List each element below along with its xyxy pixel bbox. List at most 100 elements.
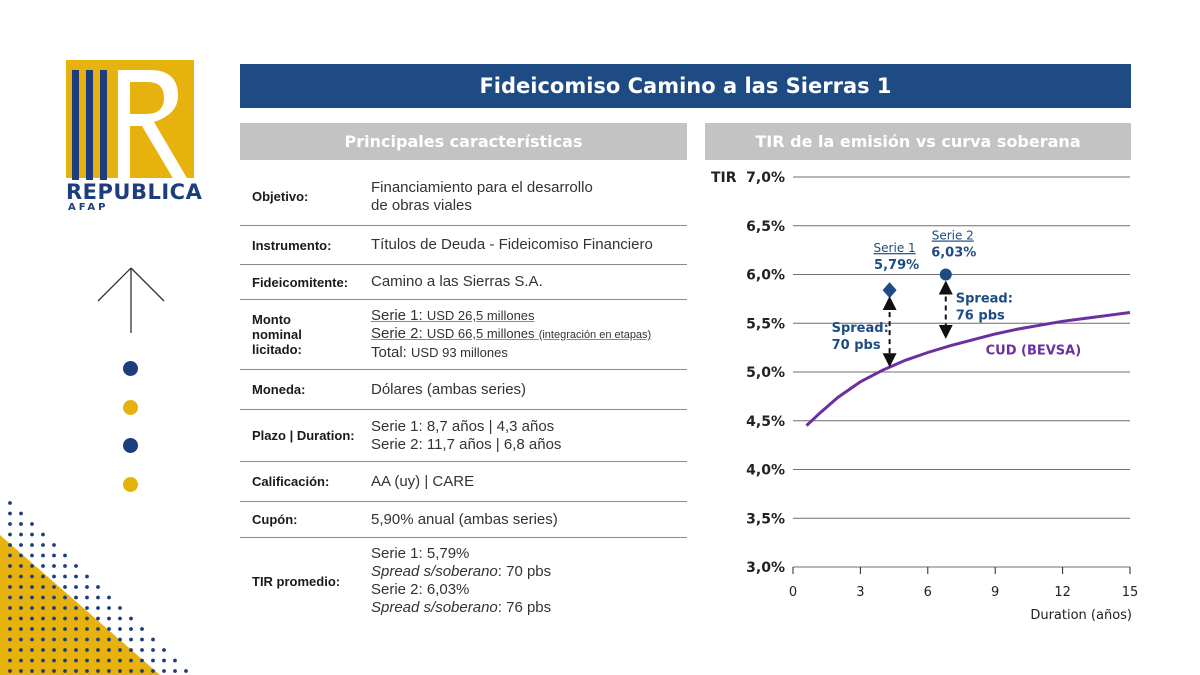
- row-value: AA (uy) | CARE: [371, 472, 475, 490]
- point-value-label: 5,79%: [874, 258, 919, 273]
- spread-value-label: 76 pbs: [956, 309, 1005, 324]
- decorative-dot: [52, 627, 56, 631]
- decorative-dot: [74, 606, 78, 610]
- decorative-dot: [74, 669, 78, 673]
- decorative-dot: [162, 669, 166, 673]
- nav-dot: [123, 477, 138, 492]
- decorative-dot: [30, 553, 34, 558]
- decorative-dot-pattern: [0, 501, 188, 675]
- decorative-dot: [74, 648, 78, 652]
- x-tick-label: 12: [1054, 585, 1071, 600]
- table-row-tir: TIR promedio: Serie 1: 5,79% Spread s/so…: [240, 538, 687, 624]
- table-row-fideicomitente: Fideicomitente: Camino a las Sierras S.A…: [240, 265, 687, 300]
- decorative-dot: [19, 669, 23, 673]
- row-value: Dólares (ambas series): [371, 380, 527, 398]
- decorative-dot: [41, 543, 45, 547]
- decorative-dot: [74, 637, 78, 642]
- x-axis-label: Duration (años): [1030, 608, 1132, 623]
- decorative-dot: [52, 585, 56, 589]
- label-line: licitado:: [252, 342, 302, 357]
- monto-serie1: Serie 1: USD 26,5 millones: [371, 307, 687, 325]
- point-name-label: Serie 2: [932, 229, 974, 243]
- decorative-dot: [41, 553, 45, 558]
- row-value: Financiamiento para el desarrollo de obr…: [371, 179, 687, 215]
- spread-label: Spread:: [956, 292, 1013, 307]
- decorative-dot: [52, 543, 56, 547]
- decorative-dot: [19, 585, 23, 589]
- characteristics-table: Objetivo: Financiamiento para el desarro…: [240, 168, 687, 624]
- row-label: TIR promedio:: [252, 573, 341, 589]
- decorative-dot: [63, 585, 67, 589]
- decorative-dot: [19, 564, 23, 568]
- point-name-label: Serie 1: [874, 241, 916, 255]
- decorative-dot: [129, 669, 133, 673]
- value-part: Serie 2:: [371, 325, 423, 342]
- decorative-dot: [30, 627, 34, 631]
- decorative-dot: [19, 511, 23, 516]
- table-row-calificacion: Calificación: AA (uy) | CARE: [240, 462, 687, 502]
- label-line: nominal: [252, 327, 302, 342]
- y-tick-label: 3,0%: [746, 560, 785, 576]
- decorative-dot: [52, 658, 56, 663]
- decorative-dot: [8, 501, 12, 505]
- decorative-dot: [96, 606, 100, 610]
- value-part: Spread s/soberano: [371, 599, 498, 616]
- row-label: Fideicomitente:: [252, 274, 349, 290]
- brand-name: REPUBLICA: [66, 180, 203, 204]
- decorative-dot: [19, 574, 23, 579]
- decorative-dot: [52, 637, 56, 642]
- decorative-dot: [118, 648, 122, 652]
- decorative-dot: [41, 658, 45, 663]
- decorative-dot: [173, 669, 177, 673]
- row-value: 5,90% anual (ambas series): [371, 510, 558, 528]
- decorative-dot: [85, 574, 89, 579]
- decorative-dot: [96, 648, 100, 652]
- row-label: Moneda:: [252, 382, 306, 397]
- decorative-dot: [8, 564, 12, 568]
- decorative-dot: [52, 574, 56, 579]
- x-tick-label: 3: [856, 585, 864, 600]
- row-value: Serie 1: 8,7 años | 4,3 años Serie 2: 11…: [371, 418, 687, 454]
- decorative-dot: [52, 606, 56, 610]
- decorative-dot: [151, 669, 155, 673]
- decorative-dot: [19, 627, 23, 631]
- spread-value-label: 70 pbs: [832, 338, 881, 353]
- decorative-dot: [118, 606, 122, 610]
- decorative-dot: [96, 585, 100, 589]
- decorative-dot: [151, 648, 155, 652]
- y-tick-label: 6,5%: [746, 219, 785, 235]
- value-part: (integración en etapas): [538, 329, 652, 341]
- decorative-dot: [74, 658, 78, 663]
- decorative-dot: [63, 627, 67, 631]
- brand-sub: AFAP: [68, 202, 109, 213]
- decorative-dot: [30, 532, 34, 537]
- table-row-objetivo: Objetivo: Financiamiento para el desarro…: [240, 168, 687, 226]
- decorative-dot: [30, 522, 34, 526]
- decorative-dot: [8, 511, 12, 516]
- decorative-dot: [85, 637, 89, 642]
- republica-logo: [66, 60, 194, 180]
- decorative-dot: [30, 648, 34, 652]
- value-part: : 70 pbs: [497, 563, 552, 580]
- decorative-dot: [30, 637, 34, 642]
- decorative-dot: [140, 627, 144, 631]
- spread-label: Spread:: [832, 321, 889, 336]
- cud-curve-line: [805, 311, 1131, 427]
- decorative-dot: [8, 637, 12, 642]
- decorative-dot: [8, 606, 12, 610]
- serie-2-marker: [939, 268, 952, 281]
- decorative-dot: [52, 553, 56, 558]
- decorative-dot: [74, 574, 78, 579]
- y-tick-label: 3,5%: [746, 511, 785, 527]
- decorative-dot: [63, 553, 67, 558]
- x-tick-label: 0: [789, 585, 797, 600]
- y-tick-label: 7,0%: [746, 170, 785, 186]
- decorative-dot: [41, 595, 45, 600]
- decorative-dot: [63, 595, 67, 600]
- decorative-dot: [30, 658, 34, 663]
- decorative-dot: [107, 595, 111, 600]
- monto-total: Total: USD 93 millones: [371, 344, 687, 362]
- y-tick-label: 5,5%: [746, 316, 785, 332]
- decorative-dot: [96, 658, 100, 663]
- row-value: Serie 1: USD 26,5 millones Serie 2: USD …: [371, 307, 687, 362]
